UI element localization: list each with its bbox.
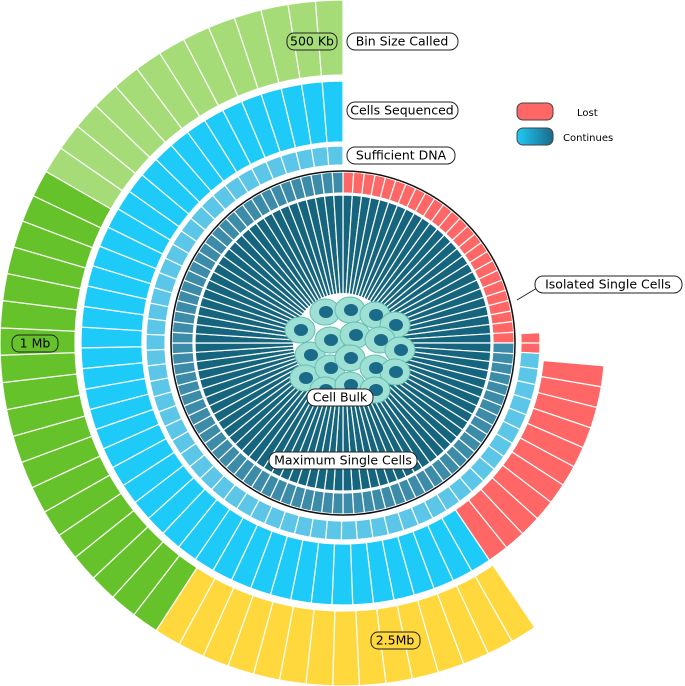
nucleus	[344, 379, 358, 391]
nucleus	[319, 306, 333, 318]
legend-label: Lost	[577, 108, 598, 119]
label-box	[370, 631, 421, 650]
ring-segment	[331, 543, 354, 606]
nucleus	[344, 352, 358, 364]
label: Bin Size Called	[356, 34, 449, 49]
ring-segment	[342, 492, 355, 515]
ring-segment	[145, 333, 166, 351]
label-box	[346, 32, 459, 51]
ring-segment	[155, 566, 216, 646]
cell-bulk-cluster	[284, 296, 416, 404]
ring-segment	[326, 145, 344, 167]
ring-segment	[351, 491, 366, 515]
ring-segment	[340, 519, 358, 541]
nucleus	[324, 334, 338, 346]
label: 2.5Mb	[376, 633, 415, 648]
label-box	[534, 275, 683, 294]
nucleus	[304, 349, 318, 361]
rings	[0, 0, 605, 686]
legend-label: Continues	[563, 133, 613, 144]
nucleus	[369, 362, 383, 374]
label: Maximum Single Cells	[274, 453, 412, 468]
ring-segment	[454, 499, 508, 562]
label-box	[11, 334, 59, 353]
ring-segment	[320, 171, 335, 195]
legend-swatch	[516, 127, 554, 146]
label: 1 Mb	[20, 336, 51, 351]
label: Cell Bulk	[313, 390, 368, 405]
nucleus	[389, 366, 403, 378]
nucleus	[299, 372, 313, 384]
label: Isolated Single Cells	[545, 277, 671, 292]
ring-segment	[145, 348, 167, 367]
nucleus	[324, 362, 338, 374]
ring-segment	[146, 363, 170, 383]
ring-segment	[32, 170, 112, 229]
label: Cells Sequenced	[350, 103, 453, 118]
nucleus	[394, 344, 408, 356]
leader-line	[516, 287, 538, 301]
label: Sufficient DNA	[356, 148, 447, 163]
label-box	[268, 451, 418, 470]
ring-segment	[492, 331, 515, 344]
ring-segment	[171, 342, 194, 355]
nucleus	[374, 334, 388, 346]
label-box	[306, 388, 374, 407]
ring-segment	[171, 351, 195, 366]
nucleus	[294, 324, 308, 336]
label-box	[286, 32, 338, 51]
ring-segment	[331, 171, 344, 194]
ring-segment	[310, 145, 330, 168]
legend-swatch	[516, 102, 554, 121]
ring-segment	[321, 80, 344, 144]
ring-segment	[332, 610, 360, 686]
nucleus	[349, 329, 363, 341]
ring-segment	[520, 342, 541, 354]
ring-segment	[324, 519, 343, 541]
label: 500 Kb	[290, 34, 334, 49]
label-box	[346, 101, 459, 120]
ring-outline	[170, 170, 516, 516]
ring-segment	[491, 320, 515, 335]
label-box	[346, 146, 456, 165]
nucleus	[389, 319, 403, 331]
nucleus	[369, 309, 383, 321]
nucleus	[344, 304, 358, 316]
ring-segment	[520, 332, 541, 344]
ring-segment	[355, 518, 374, 541]
